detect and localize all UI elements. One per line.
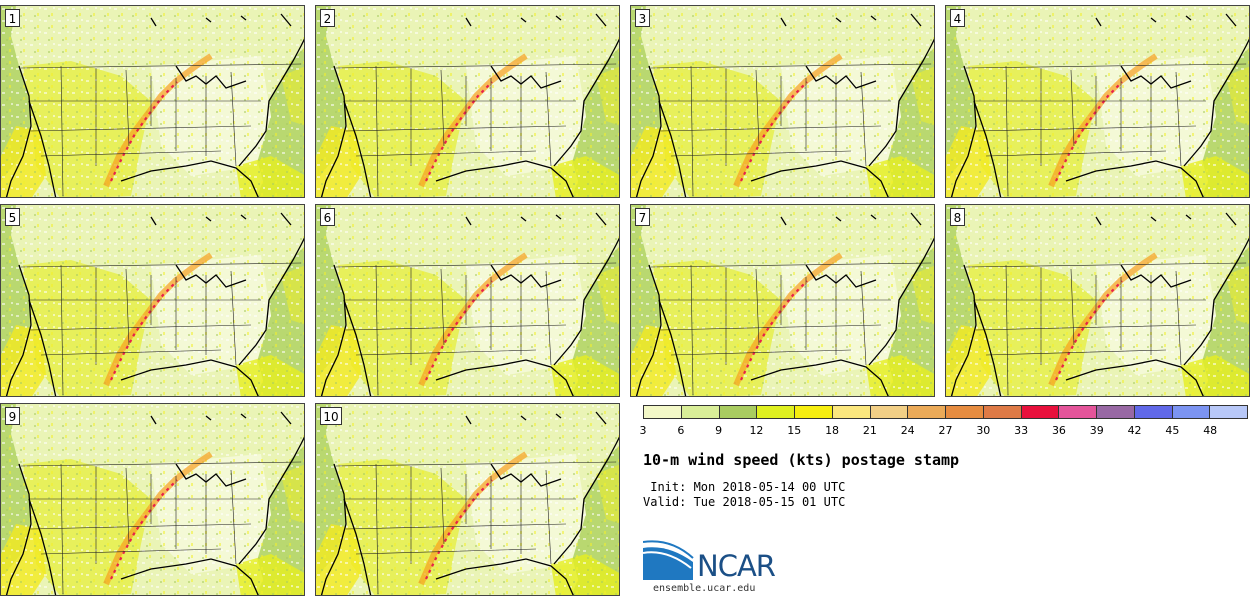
panel-6: 6	[315, 204, 620, 397]
colorbar-tick-label: 33	[1014, 424, 1029, 437]
panel-5-label: 5	[5, 208, 20, 226]
colorbar-swatch	[1021, 406, 1060, 418]
colorbar-tick-label: 15	[787, 424, 802, 437]
panel-10: 10	[315, 403, 620, 596]
colorbar-tick-label: 24	[900, 424, 915, 437]
logo-text: NCAR	[697, 549, 776, 583]
colorbar-swatch	[681, 406, 720, 418]
panel-7: 7	[630, 204, 935, 397]
colorbar-swatch	[1134, 406, 1173, 418]
valid-time: Valid: Tue 2018-05-15 01 UTC	[643, 495, 846, 509]
panel-8-label: 8	[950, 208, 965, 226]
panel-2-label: 2	[320, 9, 335, 27]
colorbar-swatch	[1210, 406, 1247, 418]
colorbar-tick-label: 39	[1089, 424, 1104, 437]
colorbar-tick-label: 42	[1127, 424, 1142, 437]
init-time: Init: Mon 2018-05-14 00 UTC	[643, 480, 846, 494]
panel-9: 9	[0, 403, 305, 596]
map-6	[316, 205, 620, 397]
colorbar-tick-label: 12	[749, 424, 764, 437]
colorbar-tick-label: 9	[715, 424, 723, 437]
ncar-logo-icon	[643, 540, 694, 580]
colorbar-tick-label: 21	[862, 424, 877, 437]
figure-title: 10-m wind speed (kts) postage stamp	[643, 451, 960, 469]
colorbar-tick-label: 30	[976, 424, 991, 437]
panel-5: 5	[0, 204, 305, 397]
colorbar-swatch	[870, 406, 909, 418]
panel-10-label: 10	[320, 407, 342, 425]
colorbar-swatch	[946, 406, 984, 418]
colorbar-tick-label: 3	[639, 424, 647, 437]
panel-4-label: 4	[950, 9, 965, 27]
colorbar-ticks: 3 6 9 12 15 18 21 24 27 30 33 36 39 42 45 48	[639, 424, 1248, 438]
map-5	[1, 205, 305, 397]
colorbar-tick-label: 18	[825, 424, 840, 437]
colorbar-tick-label: 6	[677, 424, 685, 437]
colorbar	[643, 405, 1248, 419]
colorbar-swatch	[644, 406, 682, 418]
map-2	[316, 6, 620, 198]
colorbar-swatch	[1097, 406, 1135, 418]
map-8	[946, 205, 1250, 397]
colorbar-swatch	[757, 406, 795, 418]
panel-6-label: 6	[320, 208, 335, 226]
panel-7-label: 7	[635, 208, 650, 226]
colorbar-swatch	[1059, 406, 1097, 418]
panel-3-label: 3	[635, 9, 650, 27]
colorbar-tick-label: 45	[1165, 424, 1180, 437]
colorbar-swatch	[983, 406, 1022, 418]
colorbar-swatch	[908, 406, 946, 418]
panel-4: 4	[945, 5, 1250, 198]
panel-8: 8	[945, 204, 1250, 397]
panel-1: 1	[0, 5, 305, 198]
colorbar-tick-label: 48	[1203, 424, 1218, 437]
colorbar-tick-label: 27	[938, 424, 953, 437]
map-9	[1, 404, 305, 596]
colorbar-swatch	[832, 406, 871, 418]
panel-3: 3	[630, 5, 935, 198]
panel-1-label: 1	[5, 9, 20, 27]
map-4	[946, 6, 1250, 198]
panel-9-label: 9	[5, 407, 20, 425]
colorbar-tick-label: 36	[1051, 424, 1066, 437]
panel-2: 2	[315, 5, 620, 198]
website-url: ensemble.ucar.edu	[653, 583, 756, 594]
map-10	[316, 404, 620, 596]
colorbar-swatch	[1172, 406, 1211, 418]
map-1	[1, 6, 305, 198]
map-3	[631, 6, 935, 198]
map-7	[631, 205, 935, 397]
colorbar-swatch	[795, 406, 833, 418]
colorbar-swatch	[719, 406, 758, 418]
